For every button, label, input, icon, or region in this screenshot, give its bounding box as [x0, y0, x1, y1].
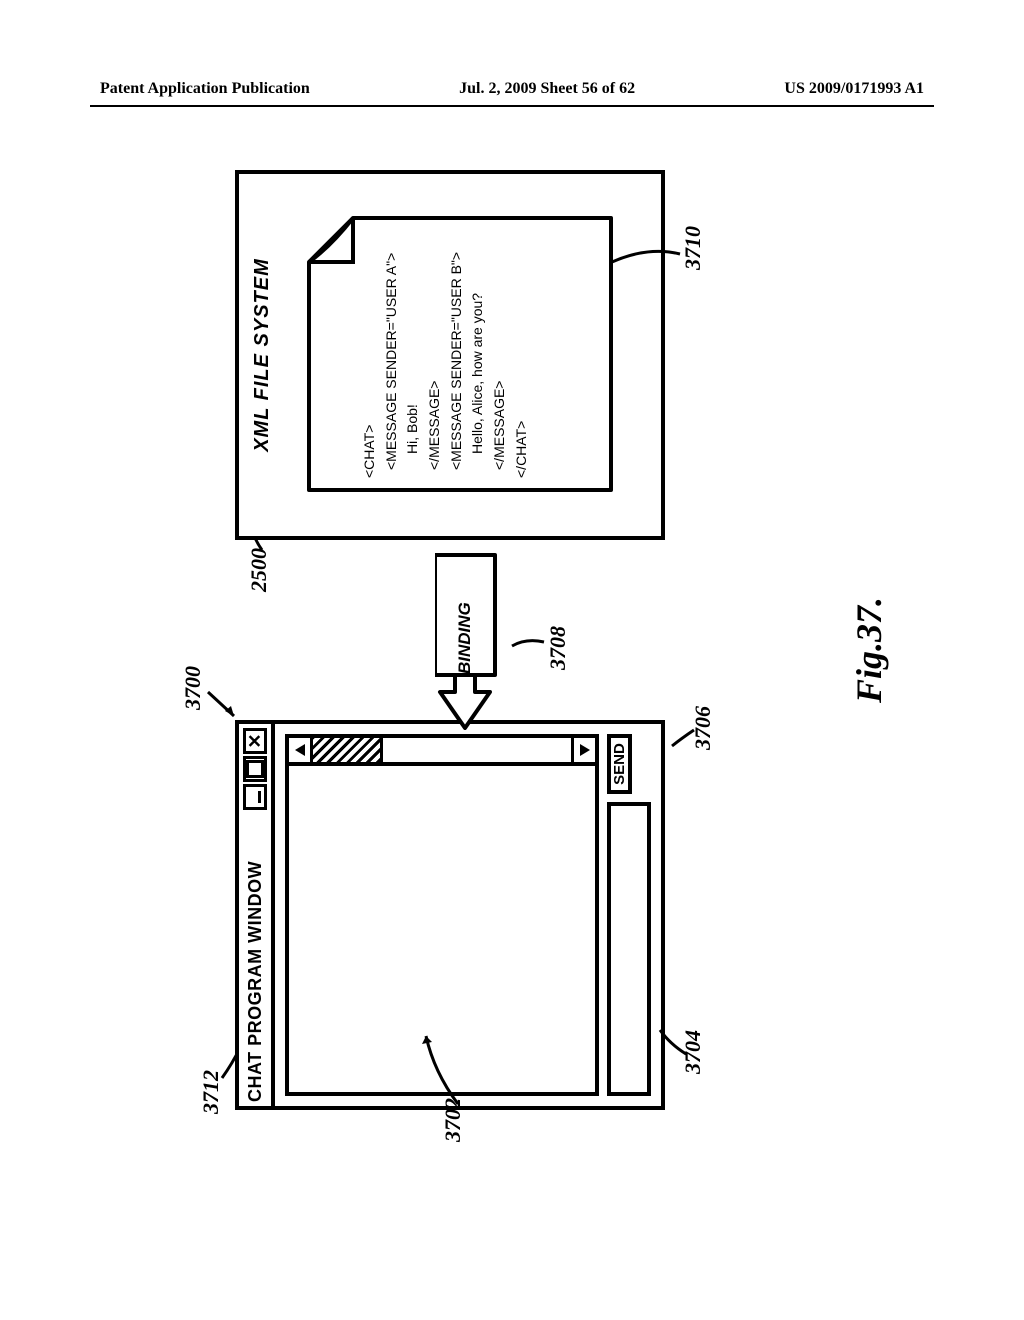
scrollbar[interactable]	[289, 738, 595, 766]
lead-3710	[608, 238, 684, 272]
binding-label: BINDING	[455, 602, 475, 674]
xml-document: <CHAT><MESSAGE SENDER="USER A">Hi, Bob!<…	[305, 214, 615, 494]
xml-line: <MESSAGE SENDER="USER B">	[446, 252, 468, 478]
window-title: CHAT PROGRAM WINDOW	[245, 810, 266, 1102]
scroll-down-icon[interactable]	[571, 738, 595, 762]
figure-caption: Fig.37.	[848, 597, 890, 703]
figure-area: 3700 3712 CHAT PROGRAM WINDOW ✕	[100, 150, 920, 1150]
xml-line: Hello, Alice, how are you?	[467, 252, 489, 478]
page-header: Patent Application Publication Jul. 2, 2…	[0, 80, 1024, 98]
scroll-up-icon[interactable]	[289, 738, 313, 762]
scroll-track[interactable]	[313, 738, 571, 762]
minimize-button[interactable]	[243, 784, 267, 810]
xml-title: XML FILE SYSTEM	[251, 190, 274, 520]
header-right: US 2009/0171993 A1	[784, 80, 924, 98]
xml-line: </CHAT>	[511, 252, 533, 478]
lead-3708	[508, 626, 550, 656]
lead-3702	[420, 1030, 470, 1110]
header-left: Patent Application Publication	[100, 80, 310, 98]
figure-rotated-group: 3700 3712 CHAT PROGRAM WINDOW ✕	[100, 150, 920, 1150]
header-rule	[90, 105, 934, 107]
xml-line: <MESSAGE SENDER="USER A">	[381, 252, 403, 478]
xml-line: Hi, Bob!	[402, 252, 424, 478]
chat-input-row: SEND	[607, 734, 651, 1096]
xml-file-system: XML FILE SYSTEM <CHAT><MESSAGE SENDER="U…	[235, 170, 665, 540]
xml-line: </MESSAGE>	[424, 252, 446, 478]
send-button[interactable]: SEND	[607, 734, 632, 794]
xml-line: </MESSAGE>	[489, 252, 511, 478]
lead-3704	[656, 1020, 690, 1060]
close-button[interactable]: ✕	[243, 728, 267, 754]
lead-3700	[200, 682, 240, 722]
binding-arrow: BINDING	[435, 540, 505, 730]
maximize-button[interactable]	[243, 756, 267, 782]
send-button-label: SEND	[611, 743, 628, 785]
lead-3706	[668, 722, 698, 752]
header-center: Jul. 2, 2009 Sheet 56 of 62	[459, 80, 635, 98]
ref-2500: 2500	[246, 548, 272, 592]
chat-input[interactable]	[607, 802, 651, 1096]
scroll-thumb[interactable]	[313, 738, 383, 762]
window-titlebar: CHAT PROGRAM WINDOW ✕	[239, 724, 275, 1106]
xml-line: <CHAT>	[359, 252, 381, 478]
window-buttons: ✕	[243, 728, 267, 810]
xml-document-content: <CHAT><MESSAGE SENDER="USER A">Hi, Bob!<…	[359, 252, 533, 478]
